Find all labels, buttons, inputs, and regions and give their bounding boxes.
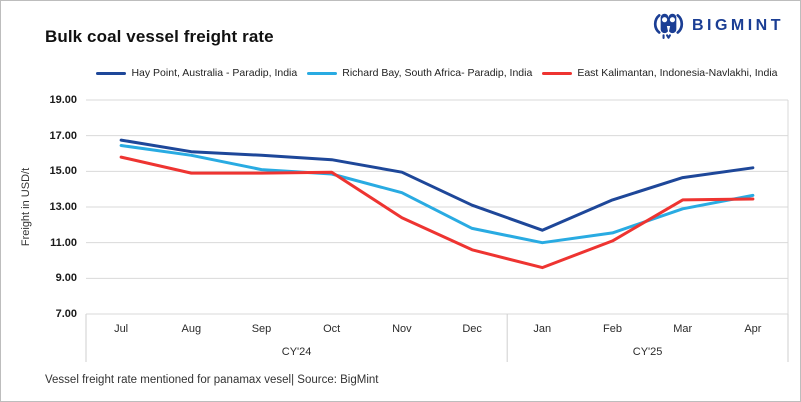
bigmint-logo-text: BIGMINT — [691, 16, 784, 34]
legend-swatch — [307, 71, 338, 75]
x-tick-label: Jan — [533, 323, 552, 335]
legend-item: Hay Point, Australia - Paradip, India — [96, 67, 297, 79]
x-tick-label: Apr — [744, 323, 762, 335]
footnote: Vessel freight rate mentioned for panama… — [45, 374, 379, 386]
legend-swatch — [96, 71, 127, 75]
bigmint-logo-icon — [653, 13, 684, 40]
legend-item: East Kalimantan, Indonesia-Navlakhi, Ind… — [542, 67, 778, 79]
series-line — [119, 155, 755, 270]
legend-label: Richard Bay, South Africa- Paradip, Indi… — [342, 67, 533, 79]
series-line — [119, 144, 755, 245]
y-axis-title: Freight in USD/t — [20, 167, 32, 247]
legend-label: East Kalimantan, Indonesia-Navlakhi, Ind… — [577, 67, 778, 79]
x-tick-label: Aug — [181, 323, 202, 335]
y-tick-label: 7.00 — [55, 308, 77, 320]
y-tick-label: 13.00 — [49, 201, 77, 213]
x-tick-label: Nov — [392, 323, 412, 335]
chart-title: Bulk coal vessel freight rate — [45, 27, 274, 46]
x-tick-label: Jul — [114, 323, 129, 335]
series-line — [119, 138, 755, 232]
legend-swatch — [542, 71, 573, 75]
legend-item: Richard Bay, South Africa- Paradip, Indi… — [307, 67, 532, 79]
y-tick-label: 17.00 — [49, 129, 77, 142]
x-group-label: CY'24 — [281, 346, 312, 358]
y-tick-label: 15.00 — [49, 165, 77, 178]
x-tick-label: Sep — [251, 323, 272, 335]
chart-legend: Hay Point, Australia - Paradip, India Ric… — [86, 65, 788, 81]
y-tick-label: 19.00 — [49, 94, 77, 106]
y-tick-label: 9.00 — [55, 272, 77, 285]
x-tick-label: Oct — [323, 323, 341, 335]
x-tick-label: Mar — [673, 323, 693, 335]
x-tick-label: Feb — [603, 323, 622, 335]
x-tick-label: Dec — [462, 323, 482, 335]
y-tick-label: 11.00 — [50, 236, 77, 249]
legend-label: Hay Point, Australia - Paradip, India — [131, 67, 298, 79]
x-group-label: CY'25 — [632, 346, 663, 358]
bigmint-logo: BIGMINT — [652, 11, 784, 40]
